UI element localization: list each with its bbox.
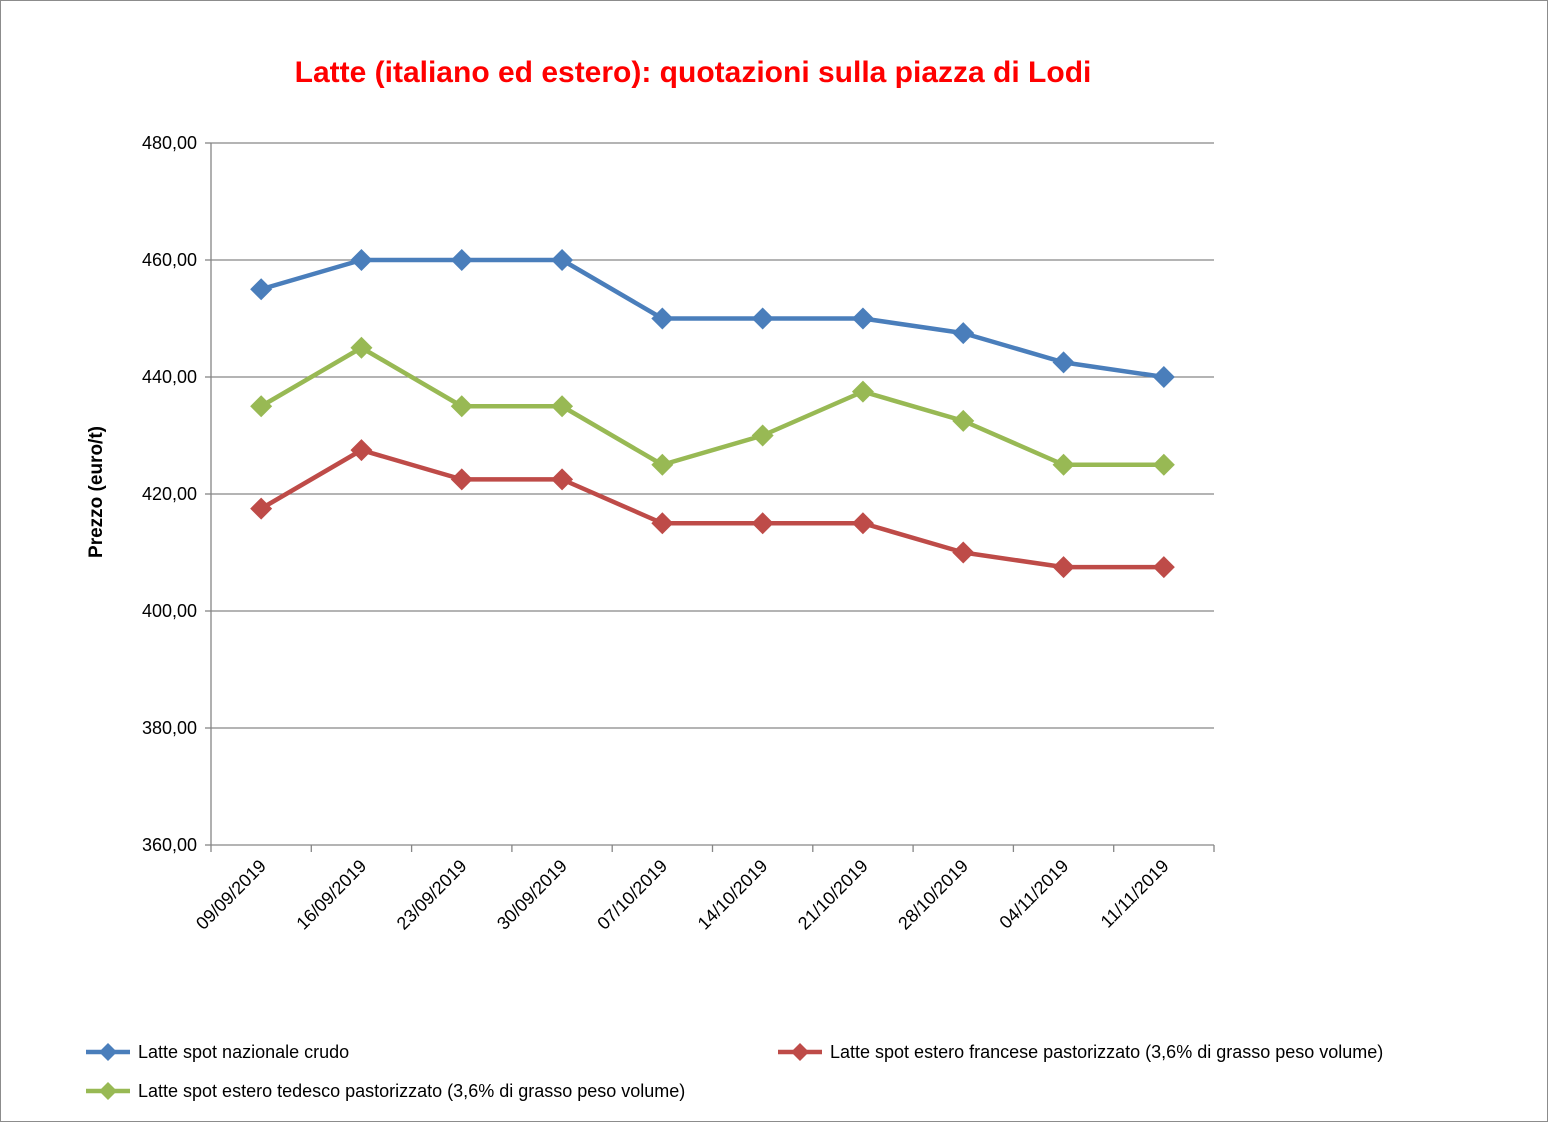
chart-title: Latte (italiano ed estero): quotazioni s…	[295, 56, 1092, 89]
x-tick-label: 21/10/2019	[794, 856, 872, 934]
legend-label: Latte spot nazionale crudo	[138, 1042, 349, 1062]
data-point	[1052, 453, 1075, 476]
data-point	[250, 395, 273, 418]
legend-label: Latte spot estero tedesco pastorizzato (…	[138, 1081, 685, 1101]
y-tick-label: 360,00	[142, 835, 197, 855]
data-point	[952, 541, 975, 564]
x-tick-label: 23/09/2019	[393, 856, 471, 934]
data-point	[350, 249, 373, 271]
data-point	[1152, 453, 1175, 476]
data-point	[551, 395, 574, 418]
x-tick-label: 16/09/2019	[292, 856, 370, 934]
gridlines	[211, 142, 1214, 729]
y-tick-label: 400,00	[142, 601, 197, 621]
data-point	[450, 249, 473, 271]
y-tick-label: 420,00	[142, 484, 197, 504]
data-point	[851, 307, 874, 330]
data-point	[651, 512, 674, 535]
data-point	[952, 322, 975, 345]
x-tick-label: 14/10/2019	[694, 856, 772, 934]
data-point	[350, 336, 373, 359]
legend-swatch-marker	[99, 1043, 117, 1061]
series-line	[260, 345, 1164, 467]
data-point	[1152, 556, 1175, 579]
axes	[205, 142, 1215, 852]
legend-label: Latte spot estero francese pastorizzato …	[830, 1042, 1383, 1062]
data-point	[551, 468, 574, 491]
series-group	[250, 249, 1175, 579]
data-point	[250, 497, 273, 520]
data-point	[651, 453, 674, 476]
data-point	[751, 512, 774, 535]
x-tick-label: 09/09/2019	[192, 856, 270, 934]
data-point	[751, 424, 774, 447]
y-tick-label: 480,00	[142, 133, 197, 153]
legend: Latte spot nazionale crudo Latte spot est…	[86, 1042, 1383, 1101]
data-point	[1152, 366, 1175, 388]
x-tick-label: 07/10/2019	[593, 856, 671, 934]
data-point	[1052, 556, 1075, 579]
x-tick-label: 04/11/2019	[995, 856, 1072, 933]
x-axis-ticks: 09/09/2019 16/09/2019 23/09/2019 30/09/2019…	[192, 856, 1173, 934]
y-axis-label: Prezzo (euro/t)	[86, 426, 107, 558]
y-tick-label: 440,00	[142, 367, 197, 387]
x-tick-label: 11/11/2019	[1097, 856, 1173, 932]
data-point	[551, 249, 574, 271]
legend-swatch-marker	[791, 1043, 809, 1061]
data-point	[651, 307, 674, 330]
data-point	[851, 380, 874, 403]
data-point	[250, 278, 273, 301]
data-point	[1052, 351, 1075, 374]
data-point	[851, 512, 874, 535]
data-point	[450, 468, 473, 491]
y-tick-label: 460,00	[142, 250, 197, 270]
series-line	[260, 447, 1164, 570]
x-tick-label: 30/09/2019	[493, 856, 571, 934]
data-point	[751, 307, 774, 330]
data-point	[450, 395, 473, 418]
legend-swatch-marker	[99, 1082, 117, 1100]
x-tick-label: 28/10/2019	[894, 856, 972, 934]
data-point	[350, 439, 373, 462]
y-axis-ticks: 360,00 380,00 400,00 420,00 440,00 460,00 480,…	[142, 133, 197, 855]
y-tick-label: 380,00	[142, 718, 197, 738]
data-point	[952, 409, 975, 432]
series-line	[260, 257, 1165, 380]
